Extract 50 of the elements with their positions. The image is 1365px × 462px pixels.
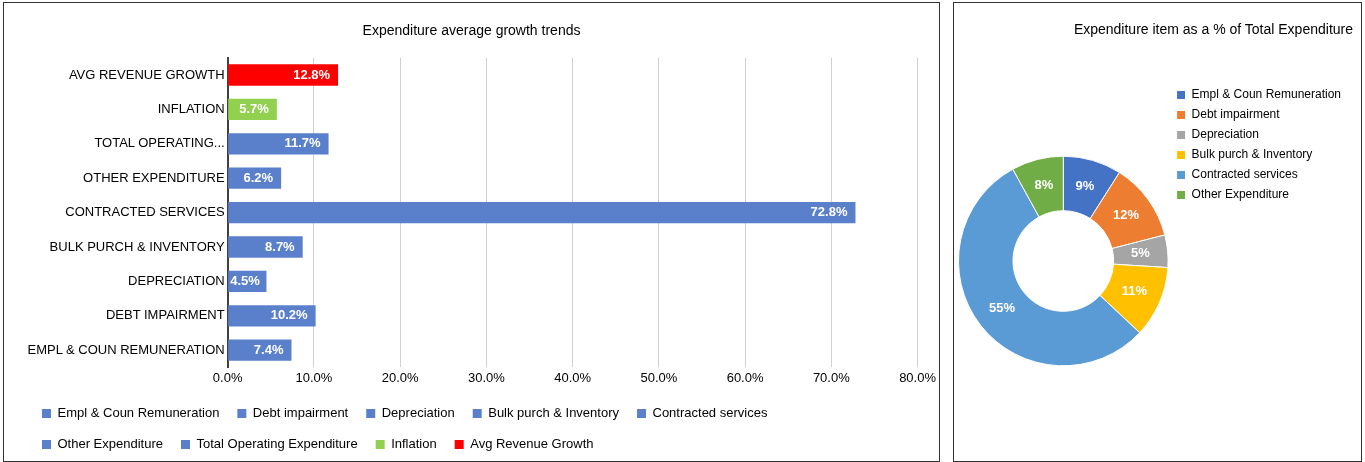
data-label: 11% <box>1121 283 1148 299</box>
legend-label: Total Operating Expenditure <box>196 436 358 452</box>
y-tick-label: EMPL & COUN REMUNERATION <box>27 341 225 357</box>
data-label: 5.7% <box>239 100 270 116</box>
data-label: 8.7% <box>265 238 296 254</box>
legend-label: Avg Revenue Growth <box>470 436 594 452</box>
chart-title: Expenditure item as a % of Total Expenditure <box>1072 20 1354 39</box>
legend-label: Depreciation <box>381 405 455 421</box>
legend-label: Contracted services <box>1191 167 1298 182</box>
x-tick-label: 0.0% <box>212 369 243 385</box>
data-label: 7.4% <box>253 341 284 357</box>
legend-label: Bulk purch & Inventory <box>488 405 620 421</box>
data-label: 8% <box>1034 177 1054 193</box>
legend-label: Debt impairment <box>252 405 349 421</box>
legend-label: Inflation <box>391 436 437 452</box>
data-label: 5% <box>1131 245 1151 261</box>
y-tick-label: INFLATION <box>157 100 225 116</box>
x-tick-label: 70.0% <box>812 369 851 385</box>
chart-title: Expenditure average growth trends <box>362 22 581 39</box>
legend-label: Debt impairment <box>1191 107 1281 122</box>
data-label: 6.2% <box>243 169 274 185</box>
legend-label: Empl & Coun Remuneration <box>57 405 220 421</box>
x-tick-label: 60.0% <box>726 369 764 385</box>
y-tick-label: TOTAL OPERATING... <box>94 135 225 151</box>
legend-label: Other Expenditure <box>1191 187 1290 202</box>
data-label: 4.5% <box>230 272 261 288</box>
data-label: 72.8% <box>810 204 848 220</box>
y-tick-label: DEPRECIATION <box>128 272 225 288</box>
data-label: 55% <box>989 300 1016 316</box>
data-label: 12% <box>1113 207 1140 222</box>
legend-label: Empl & Coun Remuneration <box>1191 87 1342 102</box>
x-tick-label: 80.0% <box>899 369 937 385</box>
y-tick-label: DEBT IMPAIRMENT <box>105 307 225 323</box>
y-tick-label: AVG REVENUE GROWTH <box>68 66 225 82</box>
legend-label: Depreciation <box>1191 127 1259 142</box>
data-label: 12.8% <box>293 66 331 82</box>
legend-label: Other Expenditure <box>57 436 164 452</box>
legend-label: Bulk purch & Inventory <box>1191 147 1313 162</box>
y-tick-label: CONTRACTED SERVICES <box>65 204 225 220</box>
x-tick-label: 50.0% <box>640 369 678 385</box>
x-tick-label: 40.0% <box>554 369 592 385</box>
data-label: 9% <box>1075 178 1095 194</box>
data-label: 10.2% <box>270 307 309 323</box>
x-tick-label: 20.0% <box>381 369 420 385</box>
x-tick-label: 10.0% <box>295 369 333 385</box>
y-tick-label: OTHER EXPENDITURE <box>83 169 225 185</box>
data-label: 11.7% <box>284 135 321 151</box>
legend-label: Contracted services <box>652 405 768 421</box>
y-tick-label: BULK PURCH & INVENTORY <box>49 238 225 254</box>
x-tick-label: 30.0% <box>467 369 506 385</box>
